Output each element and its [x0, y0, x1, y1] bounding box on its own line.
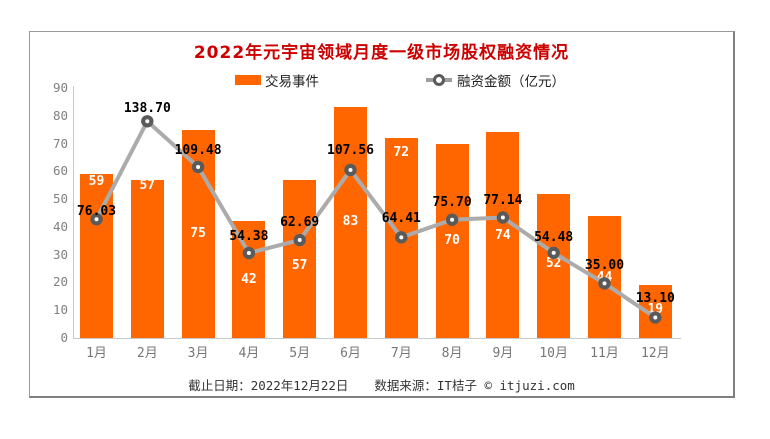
x-axis-label: 4月 [238, 346, 260, 361]
bar-value-label: 59 [88, 174, 105, 190]
line-value-label: 54.48 [534, 229, 574, 245]
line-marker[interactable] [598, 277, 611, 290]
chart-title: 2022年元宇宙领域月度一级市场股权融资情况 [193, 43, 570, 63]
legend-item-line-series[interactable]: 融资金额（亿元） [426, 72, 565, 90]
line-value-label: 64.41 [381, 211, 421, 227]
bar-value-label: 57 [139, 177, 156, 193]
line-value-label: 13.10 [635, 290, 675, 306]
legend-item-bar-series[interactable]: 交易事件 [235, 72, 319, 90]
bar[interactable] [537, 193, 571, 338]
x-axis-label: 11月 [590, 346, 619, 361]
line-value-label: 75.70 [432, 194, 472, 210]
y-axis-tick-label: 90 [52, 80, 68, 95]
bar[interactable] [435, 143, 469, 338]
bar-value-label: 83 [342, 214, 359, 230]
y-axis-tick-label: 10 [52, 302, 68, 318]
line-marker[interactable] [191, 160, 205, 174]
bar-value-label: 74 [495, 228, 511, 244]
line-value-label: 54.38 [229, 229, 269, 245]
line-marker[interactable] [344, 163, 357, 177]
line-value-label: 138.70 [123, 101, 171, 117]
line-marker[interactable] [293, 233, 306, 247]
y-axis-tick-label: 80 [52, 107, 68, 123]
y-axis-tick-label: 60 [52, 163, 68, 179]
y-axis-line [73, 86, 74, 338]
bar-value-label: 42 [241, 272, 257, 288]
chart-panel: 2022年元宇宙领域月度一级市场股权融资情况 交易事件 融资金额（亿元） 0 10… [29, 31, 735, 398]
line-legend-marker-icon [426, 73, 452, 87]
line-value-label: 107.56 [327, 142, 374, 158]
y-axis-tick-label: 50 [52, 191, 68, 207]
y-axis-tick-label: 30 [52, 246, 68, 262]
line-marker[interactable] [496, 211, 510, 224]
line-value-label: 62.69 [280, 215, 320, 231]
y-axis-tick-label: 20 [52, 274, 68, 290]
bar[interactable] [232, 221, 266, 338]
bar-value-label: 70 [444, 232, 460, 248]
line-marker[interactable] [547, 246, 560, 260]
footer-date: 截止日期：2022年12月22日 [188, 378, 349, 393]
legend-label-bar: 交易事件 [265, 74, 319, 90]
line-value-label: 77.14 [483, 193, 523, 209]
x-axis-line [73, 338, 681, 339]
bar-value-label: 75 [190, 225, 206, 241]
line-marker[interactable] [242, 246, 256, 260]
bar[interactable] [486, 132, 520, 338]
line-marker[interactable] [395, 231, 408, 244]
line-marker[interactable] [445, 213, 459, 226]
x-axis-label: 3月 [187, 346, 209, 361]
bar-value-label: 72 [393, 145, 410, 160]
x-axis-label: 8月 [441, 346, 463, 361]
line-path [94, 119, 658, 320]
bar-legend-swatch-icon [235, 75, 261, 85]
y-axis-tick-label: 70 [52, 135, 68, 151]
bar-value-label: 57 [291, 257, 308, 273]
line-marker[interactable] [141, 115, 154, 128]
x-axis-label: 9月 [492, 346, 514, 361]
line-marker[interactable] [90, 213, 103, 226]
y-axis-tick-label: 0 [60, 330, 68, 345]
x-axis-label: 2月 [136, 346, 158, 361]
legend-label-line: 融资金额（亿元） [457, 74, 565, 90]
plot-area: 0 10 20 30 40 50 60 70 80 90 1月 2月 3月 4月 5月 6月 7月 8月 9月 10月… [30, 32, 733, 396]
line-value-label: 109.48 [174, 142, 222, 158]
x-axis-label: 7月 [390, 346, 412, 361]
x-axis-label: 5月 [289, 346, 311, 361]
line-series [90, 115, 662, 324]
chart-footer: 截止日期：2022年12月22日 数据来源：IT桔子 © itjuzi.com [30, 375, 733, 394]
bar[interactable] [334, 107, 367, 338]
bar-value-label: 52 [545, 255, 562, 271]
bar[interactable] [130, 179, 164, 338]
line-value-label: 35.00 [584, 258, 625, 274]
bar[interactable] [283, 179, 317, 338]
line-marker[interactable] [649, 311, 662, 324]
x-axis-label: 1月 [86, 346, 107, 361]
y-axis-tick-label: 40 [52, 218, 68, 234]
x-axis-label: 10月 [539, 346, 569, 361]
line-value-label: 76.03 [76, 204, 117, 220]
x-axis-label: 12月 [640, 346, 670, 361]
footer-source: 数据来源：IT桔子 © itjuzi.com [374, 378, 575, 393]
x-axis-label: 6月 [340, 346, 361, 361]
